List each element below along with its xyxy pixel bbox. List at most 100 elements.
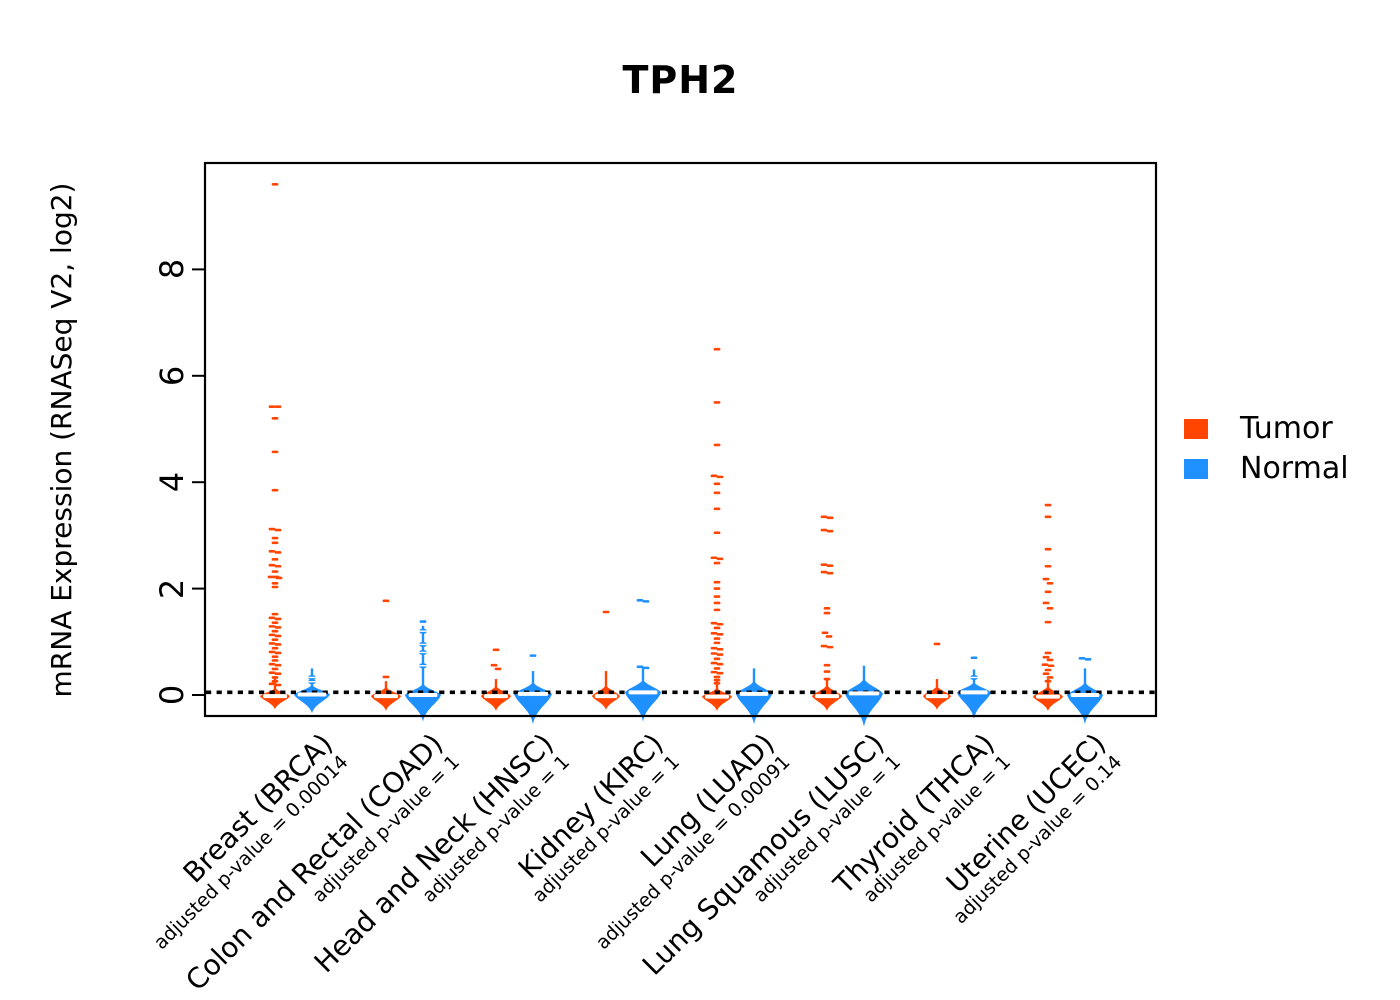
outlier-point-tumor-LSLUSC [826, 516, 834, 520]
outlier-point-tumor-LLUAD [716, 622, 724, 626]
violin-knot-band-normal-TTHCA [969, 676, 979, 679]
outlier-point-tumor-BBRCA [268, 527, 276, 531]
y-tick-label: 4 [153, 472, 191, 493]
tumor-swatch-icon [1184, 419, 1208, 439]
outlier-point-tumor-LLUAD [713, 561, 721, 565]
outlier-point-tumor-HNHNSC [492, 648, 500, 652]
outlier-point-tumor-BBRCA [271, 558, 279, 561]
chart-title: TPH2 [622, 58, 739, 102]
outlier-point-tumor-CRCOAD [382, 599, 390, 603]
outlier-point-tumor-UUCEC [1044, 564, 1052, 568]
violin-median-normal-LSLUSC [848, 691, 880, 696]
outlier-point-tumor-LLUAD [716, 557, 724, 561]
outlier-point-tumor-LLUAD [713, 678, 721, 682]
outlier-point-tumor-LLUAD [713, 482, 721, 486]
outlier-point-tumor-BBRCA [271, 629, 279, 633]
outlier-point-tumor-UUCEC [1042, 655, 1050, 659]
outlier-point-tumor-BBRCA [271, 450, 279, 454]
outlier-point-tumor-BBRCA [274, 663, 282, 667]
violin-median-normal-BBRCA [297, 692, 327, 697]
violin-knot-band-normal-CRCOAD [418, 665, 428, 667]
legend: Tumor Normal [1184, 414, 1349, 494]
outlier-point-tumor-UUCEC [1046, 581, 1054, 585]
outlier-point-tumor-BBRCA [271, 581, 279, 585]
violin-body-tumor-BBRCA [260, 687, 290, 710]
plot-border [203, 161, 1158, 718]
violin-median-normal-UUCEC [1070, 693, 1100, 697]
outlier-point-tumor-BBRCA [268, 625, 276, 628]
outlier-point-tumor-BBRCA [274, 651, 282, 655]
outlier-point-tumor-LLUAD [716, 653, 724, 656]
outlier-point-tumor-BBRCA [274, 626, 282, 629]
outlier-point-tumor-LLUAD [713, 657, 721, 661]
outlier-point-tumor-LLUAD [710, 661, 718, 665]
outlier-point-tumor-CRCOAD [382, 675, 390, 679]
outlier-point-normal-CRCOAD [419, 620, 427, 623]
violin-median-normal-LLUAD [739, 691, 769, 696]
outlier-point-tumor-BBRCA [275, 576, 283, 580]
outlier-point-tumor-BBRCA [271, 585, 279, 589]
violin-median-tumor-LLUAD [705, 694, 729, 699]
outlier-point-tumor-BBRCA [274, 683, 282, 687]
outlier-point-tumor-UUCEC [1044, 590, 1052, 594]
outlier-point-tumor-BBRCA [268, 563, 276, 567]
outlier-point-tumor-LLUAD [713, 507, 721, 511]
outlier-point-tumor-LLUAD [713, 347, 721, 351]
outlier-point-tumor-UUCEC [1044, 679, 1052, 683]
outlier-point-tumor-UUCEC [1046, 606, 1054, 610]
outlier-point-tumor-UUCEC [1044, 668, 1052, 672]
outlier-point-tumor-BBRCA [271, 646, 279, 650]
violin-median-tumor-LSLUSC [815, 694, 839, 699]
outlier-point-tumor-LLUAD [710, 670, 718, 674]
outlier-point-tumor-LLUAD [716, 633, 724, 636]
violin-median-tumor-KKIRC [594, 694, 618, 699]
outlier-point-normal-UUCEC [1084, 658, 1092, 661]
violin-body-normal-BBRCA [294, 684, 330, 714]
outlier-point-tumor-KKIRC [602, 610, 610, 614]
outlier-point-tumor-LSLUSC [821, 631, 829, 635]
outlier-point-tumor-LSLUSC [823, 611, 831, 615]
outlier-point-tumor-BBRCA [271, 570, 279, 573]
outlier-point-tumor-BBRCA [274, 634, 282, 638]
outlier-point-tumor-UUCEC [1042, 601, 1050, 605]
outlier-point-tumor-LSLUSC [820, 644, 828, 648]
outlier-point-tumor-BBRCA [271, 536, 279, 540]
violin-median-tumor-UUCEC [1036, 694, 1060, 699]
outlier-point-tumor-BBRCA [274, 405, 282, 408]
violin-body-tumor-CRCOAD [371, 686, 401, 711]
outlier-point-tumor-LSLUSC [820, 528, 828, 532]
outlier-point-tumor-HNHNSC [494, 667, 502, 671]
violin-median-tumor-HNHNSC [484, 694, 508, 699]
outlier-point-normal-TTHCA [970, 656, 978, 660]
outlier-point-tumor-LLUAD [713, 401, 721, 404]
outlier-point-tumor-UUCEC [1044, 503, 1052, 507]
outlier-point-tumor-BBRCA [271, 488, 279, 492]
outlier-point-tumor-BBRCA [274, 617, 282, 621]
outlier-point-tumor-LLUAD [713, 491, 721, 495]
outlier-point-tumor-LLUAD [713, 601, 721, 605]
outlier-point-tumor-BBRCA [271, 638, 279, 641]
outlier-point-tumor-BBRCA [274, 528, 282, 532]
outlier-point-tumor-BBRCA [274, 672, 282, 676]
outlier-point-tumor-BBRCA [267, 575, 275, 579]
outlier-point-tumor-BBRCA [271, 679, 279, 683]
outlier-point-tumor-LLUAD [710, 652, 718, 655]
violin-knot-band-normal-BBRCA [307, 681, 317, 683]
outlier-point-tumor-BBRCA [271, 417, 279, 420]
outlier-point-tumor-LLUAD [713, 580, 721, 584]
outlier-point-tumor-LSLUSC [826, 564, 834, 568]
legend-item-tumor: Tumor [1184, 414, 1349, 444]
violin-body-normal-TTHCA [957, 681, 991, 719]
outlier-point-tumor-BBRCA [271, 621, 279, 624]
outlier-point-tumor-BBRCA [271, 612, 279, 616]
outlier-point-tumor-LLUAD [713, 681, 721, 685]
outlier-point-tumor-BBRCA [274, 551, 282, 554]
outlier-point-tumor-LLUAD [710, 631, 718, 635]
outlier-point-tumor-BBRCA [271, 541, 279, 545]
outlier-point-normal-KKIRC [636, 665, 644, 669]
outlier-point-tumor-BBRCA [268, 662, 276, 666]
outlier-point-normal-KKIRC [642, 666, 650, 670]
outlier-point-tumor-LLUAD [713, 641, 721, 645]
